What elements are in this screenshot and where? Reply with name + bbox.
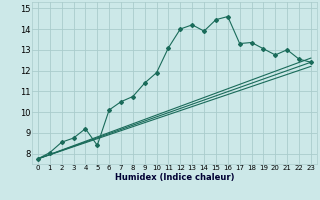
X-axis label: Humidex (Indice chaleur): Humidex (Indice chaleur) bbox=[115, 173, 234, 182]
